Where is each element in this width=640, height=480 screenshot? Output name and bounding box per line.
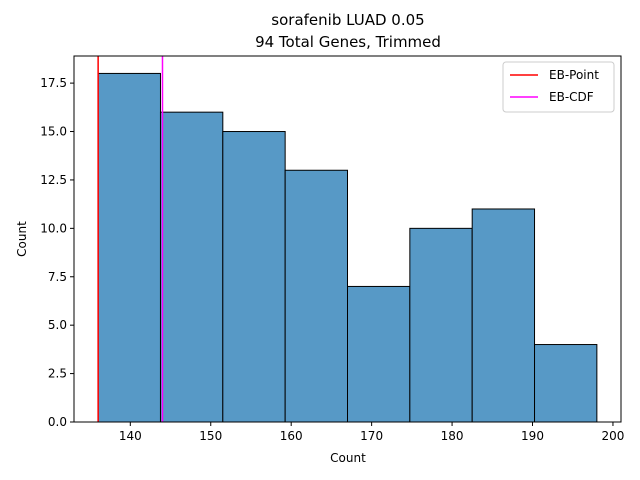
histogram-bar — [159, 111, 224, 423]
x-tick-label: 170 — [360, 429, 383, 443]
histogram-bar — [284, 169, 348, 423]
x-tick-label: 200 — [602, 429, 625, 443]
bars-group — [97, 72, 598, 423]
x-tick-label: 180 — [441, 429, 464, 443]
plot-frame — [73, 55, 622, 423]
chart-title: sorafenib LUAD 0.05 — [271, 11, 424, 29]
y-tick-label: 15.0 — [40, 125, 67, 139]
y-tick-label: 2.5 — [48, 367, 67, 381]
y-axis-label: Count — [15, 221, 29, 257]
y-tick-label: 17.5 — [40, 76, 67, 90]
y-tick-label: 7.5 — [48, 270, 67, 284]
histogram-bar — [97, 72, 161, 423]
y-tick-label: 10.0 — [40, 221, 67, 235]
x-tick-label: 160 — [280, 429, 303, 443]
legend-label: EB-Point — [549, 68, 599, 82]
x-tick-label: 190 — [521, 429, 544, 443]
chart-subtitle: 94 Total Genes, Trimmed — [255, 33, 441, 51]
x-axis-ticks: 140 150 160 170 180 190 200 — [119, 422, 625, 443]
y-axis-ticks: 0.0 2.5 5.0 7.5 10.0 12.5 15.0 17.5 — [40, 76, 74, 429]
y-tick-label: 0.0 — [48, 415, 67, 429]
histogram-bar — [222, 131, 286, 423]
legend-label: EB-CDF — [549, 90, 594, 104]
x-tick-label: 150 — [199, 429, 222, 443]
y-tick-label: 5.0 — [48, 318, 67, 332]
histogram-bar — [534, 344, 598, 423]
legend: EB-Point EB-CDF — [502, 61, 615, 113]
x-tick-label: 140 — [119, 429, 142, 443]
histogram-bar — [409, 227, 473, 423]
histogram-bar — [471, 208, 536, 423]
y-tick-label: 12.5 — [40, 173, 67, 187]
histogram-bar — [347, 285, 411, 423]
x-axis-label: Count — [330, 451, 366, 465]
reference-lines-group — [97, 56, 164, 422]
